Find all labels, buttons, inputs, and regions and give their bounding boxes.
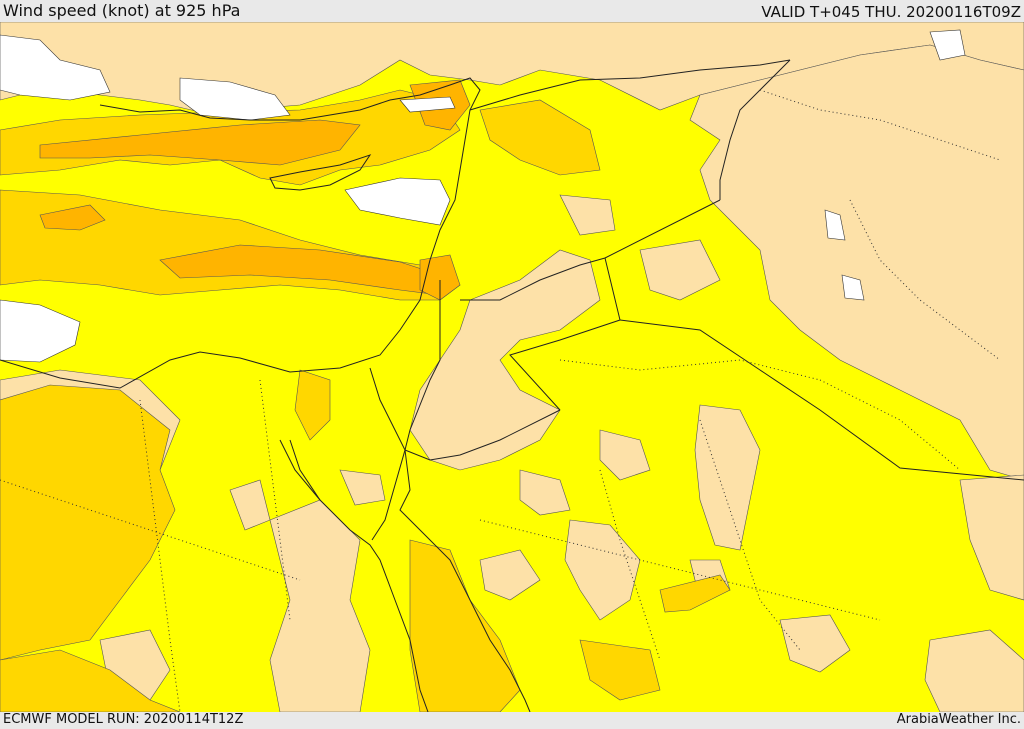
valid-time: VALID T+045 THU. 20200116T09Z (761, 3, 1021, 21)
national-borders (404, 59, 1024, 481)
map-canvas (0, 22, 1024, 712)
map-header: Wind speed (knot) at 925 hPa VALID T+045… (0, 0, 1024, 22)
gulf-of-suez (279, 439, 321, 501)
wind-field-fresh (0, 89, 731, 712)
credit-label: ArabiaWeather Inc. (896, 712, 1021, 727)
sinai-outline (369, 367, 406, 541)
wind-field-strong (39, 79, 471, 301)
map-footer: ECMWF MODEL RUN: 20200114T12Z ArabiaWeat… (0, 712, 1024, 729)
red-sea-west-coast (289, 439, 429, 712)
red-sea-east-coast (399, 449, 531, 712)
internal-boundaries (0, 89, 1001, 712)
map-title: Wind speed (knot) at 925 hPa (3, 1, 241, 20)
wind-speed-map (0, 22, 1024, 712)
mediterranean-coastline (0, 77, 481, 389)
cyprus-outline (269, 154, 372, 191)
model-run: ECMWF MODEL RUN: 20200114T12Z (3, 712, 244, 727)
wind-field-calm (0, 29, 966, 363)
